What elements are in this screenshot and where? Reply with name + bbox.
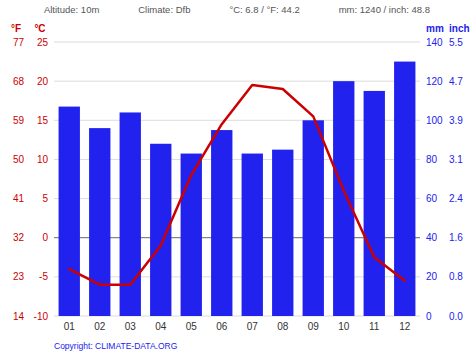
- y-tick-label: -5: [39, 271, 48, 282]
- y-tick-label: -10: [34, 311, 49, 322]
- y2-tick-label: 120: [426, 76, 443, 87]
- y3-tick-label: 50: [13, 154, 25, 165]
- y3-tick-label: 59: [13, 115, 25, 126]
- chart: -10-505101520251423324150596877020406080…: [0, 0, 474, 355]
- y4-tick-label: 3.9: [449, 115, 463, 126]
- x-tick-label: 11: [369, 321, 380, 332]
- x-tick-label: 01: [64, 321, 76, 332]
- y-tick-label: 10: [37, 154, 49, 165]
- precipitation-bar: [59, 107, 80, 316]
- x-tick-label: 10: [338, 321, 350, 332]
- header-annotation: °C: 6.8 / °F: 44.2: [229, 4, 299, 15]
- y-tick-label: 15: [37, 115, 49, 126]
- y4-tick-label: 1.6: [449, 232, 463, 243]
- y3-tick-label: 32: [13, 232, 25, 243]
- grid: [54, 42, 420, 316]
- y-tick-label: 25: [37, 37, 49, 48]
- y3-tick-label: 41: [13, 193, 25, 204]
- axes: -10-505101520251423324150596877020406080…: [13, 37, 463, 333]
- x-tick-label: 02: [94, 321, 106, 332]
- header-annotation: Altitude: 10m: [44, 4, 100, 15]
- precipitation-bar: [211, 130, 232, 316]
- y4-tick-label: 4.7: [449, 76, 463, 87]
- temperature-line: [69, 85, 405, 285]
- y-tick-label: 5: [42, 193, 48, 204]
- copyright: Copyright: CLIMATE-DATA.ORG: [54, 341, 177, 351]
- x-tick-label: 06: [216, 321, 228, 332]
- y-tick-label: 20: [37, 76, 49, 87]
- x-tick-label: 09: [308, 321, 320, 332]
- precipitation-bar: [272, 150, 293, 316]
- y2-tick-label: 60: [426, 193, 438, 204]
- header-annotation: mm: 1240 / inch: 48.8: [339, 4, 430, 15]
- y2-tick-label: 0: [426, 311, 432, 322]
- y4-axis-label: inch: [449, 23, 470, 34]
- y2-tick-label: 80: [426, 154, 438, 165]
- x-tick-label: 04: [155, 321, 167, 332]
- y2-tick-label: 140: [426, 37, 443, 48]
- axis-labels: °F °C mminch: [11, 23, 470, 34]
- grid-line: [54, 42, 420, 43]
- y-tick-label: 0: [42, 232, 48, 243]
- y2-axis-label: mm: [426, 23, 444, 34]
- y4-tick-label: 0.0: [449, 311, 463, 322]
- grid-line: [54, 81, 420, 82]
- x-tick-label: 03: [125, 321, 137, 332]
- annotations: Altitude: 10m Climate: Dfb °C: 6.8 / °F: 4…: [44, 4, 430, 351]
- x-tick-label: 07: [247, 321, 259, 332]
- y4-tick-label: 3.1: [449, 154, 463, 165]
- y3-tick-label: 14: [13, 311, 25, 322]
- y4-tick-label: 5.5: [449, 37, 463, 48]
- x-tick-label: 12: [399, 321, 411, 332]
- y3-tick-label: 23: [13, 271, 25, 282]
- y-axis-label: °C: [34, 23, 45, 34]
- precipitation-bar: [333, 81, 354, 316]
- precipitation-bar: [364, 91, 385, 316]
- y2-tick-label: 40: [426, 232, 438, 243]
- precipitation-bar: [303, 120, 324, 316]
- plot-data: [59, 62, 416, 316]
- x-tick-label: 05: [186, 321, 198, 332]
- precipitation-bar: [242, 154, 263, 316]
- y3-tick-label: 68: [13, 76, 25, 87]
- precipitation-bar: [394, 62, 415, 316]
- y4-tick-label: 2.4: [449, 193, 463, 204]
- precipitation-bar: [89, 128, 110, 316]
- y3-axis-label: °F: [11, 23, 21, 34]
- y3-tick-label: 77: [13, 37, 25, 48]
- y4-tick-label: 0.8: [449, 271, 463, 282]
- x-tick-label: 08: [277, 321, 289, 332]
- y2-tick-label: 20: [426, 271, 438, 282]
- y2-tick-label: 100: [426, 115, 443, 126]
- header-annotation: Climate: Dfb: [138, 4, 190, 15]
- page: {"chart_data": { "type": "bar", "categor…: [0, 0, 474, 355]
